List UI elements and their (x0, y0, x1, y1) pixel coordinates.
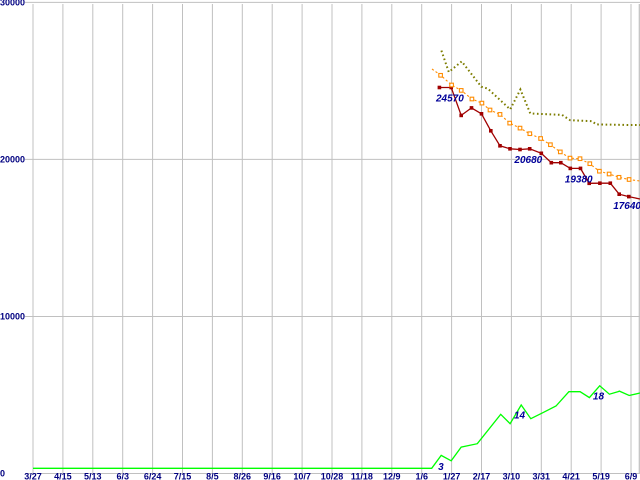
svg-text:4/21: 4/21 (562, 471, 580, 480)
svg-text:14: 14 (514, 411, 526, 422)
svg-text:20000: 20000 (0, 155, 25, 165)
svg-text:3/10: 3/10 (503, 471, 521, 480)
svg-text:4/15: 4/15 (54, 471, 72, 480)
svg-text:3: 3 (438, 462, 444, 473)
svg-text:12/9: 12/9 (383, 471, 401, 480)
svg-text:18: 18 (593, 392, 605, 403)
svg-text:6/3: 6/3 (116, 471, 129, 480)
svg-text:5/19: 5/19 (592, 471, 610, 480)
svg-text:24570: 24570 (435, 94, 464, 105)
svg-text:7/15: 7/15 (174, 471, 192, 480)
svg-text:8/5: 8/5 (206, 471, 219, 480)
svg-text:17640: 17640 (613, 201, 640, 212)
svg-text:1/27: 1/27 (443, 471, 461, 480)
svg-text:30000: 30000 (0, 0, 25, 8)
svg-text:1/6: 1/6 (415, 471, 428, 480)
svg-text:10/7: 10/7 (293, 471, 311, 480)
svg-text:0: 0 (0, 469, 5, 479)
svg-text:9/16: 9/16 (263, 471, 281, 480)
svg-text:6/24: 6/24 (144, 471, 162, 480)
svg-text:2/17: 2/17 (473, 471, 491, 480)
svg-text:10000: 10000 (0, 312, 25, 322)
svg-text:3/27: 3/27 (24, 471, 42, 480)
svg-text:10/28: 10/28 (321, 471, 344, 480)
svg-text:20680: 20680 (513, 155, 542, 166)
svg-text:19380: 19380 (565, 175, 593, 186)
svg-text:5/13: 5/13 (84, 471, 102, 480)
svg-text:6/9: 6/9 (625, 471, 638, 480)
svg-text:11/18: 11/18 (351, 471, 373, 480)
svg-text:8/26: 8/26 (234, 471, 252, 480)
svg-text:3/31: 3/31 (533, 471, 551, 480)
